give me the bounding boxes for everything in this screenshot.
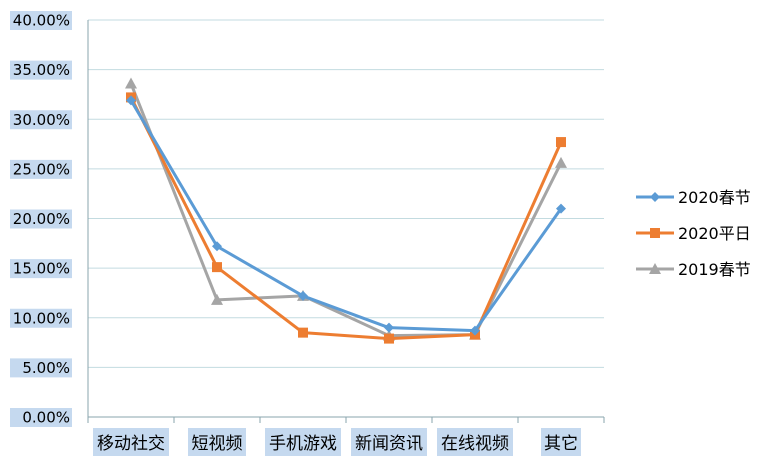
y-tick-label-bg <box>10 110 72 130</box>
y-tick-label-bg <box>10 308 72 328</box>
gridlines <box>88 19 604 368</box>
x-category-label: 移动社交 <box>97 434 165 454</box>
axes <box>87 20 605 423</box>
data-point <box>556 137 566 148</box>
data-point <box>126 95 136 106</box>
y-tick-label: 15.00% <box>13 260 70 278</box>
y-tick-label: 25.00% <box>13 160 70 178</box>
x-category-label: 手机游戏 <box>269 434 337 454</box>
series-1 <box>126 95 566 336</box>
x-category-label-bg <box>265 428 341 456</box>
data-point <box>212 262 222 273</box>
legend-marker <box>650 192 660 202</box>
y-tick-label-bg <box>10 11 72 30</box>
legend-label: 2020平日 <box>678 224 751 243</box>
y-tick-label-bg <box>10 259 72 279</box>
data-point <box>384 322 394 333</box>
data-point <box>555 156 567 168</box>
data-point <box>470 325 480 336</box>
x-category-label-bg <box>541 428 581 456</box>
data-point <box>298 290 308 301</box>
series-line <box>129 96 563 341</box>
x-category-label: 在线视频 <box>441 434 509 454</box>
data-point <box>211 293 223 305</box>
y-tick-label-bg <box>10 159 72 179</box>
y-tick-label: 5.00% <box>22 359 70 377</box>
legend: 2020春节 2020平日 2019春节 <box>636 188 751 279</box>
y-tick-label: 35.00% <box>13 61 70 79</box>
y-tick-label-bg <box>10 209 72 229</box>
x-category-label-bg <box>188 428 246 456</box>
series-lines <box>125 77 567 344</box>
x-axis-category-labels: 移动社交 短视频 手机游戏 新闻资讯 在线视频 其它 <box>93 428 581 456</box>
y-tick-label: 10.00% <box>13 309 70 327</box>
data-point <box>556 203 566 214</box>
y-tick-label: 30.00% <box>13 111 70 129</box>
series-line <box>129 99 563 333</box>
data-point <box>125 77 137 89</box>
y-tick-label: 40.00% <box>13 12 70 30</box>
legend-label: 2020春节 <box>678 188 751 207</box>
x-category-label-bg <box>351 428 427 456</box>
legend-entry: 2020春节 <box>636 188 751 207</box>
data-point <box>298 327 308 338</box>
x-category-label-bg <box>437 428 513 456</box>
y-tick-label: 20.00% <box>13 210 70 228</box>
y-axis-tick-labels: 0.00% 5.00% 10.00% 15.00% 20.00% 25.00% 30.00%… <box>10 11 72 427</box>
legend-label: 2019春节 <box>678 260 751 279</box>
legend-entry: 2019春节 <box>636 260 751 279</box>
x-category-label-bg <box>93 428 169 456</box>
y-tick-label-bg <box>10 60 72 80</box>
x-category-label: 短视频 <box>192 434 243 454</box>
y-tick-label: 0.00% <box>22 409 70 427</box>
legend-marker <box>650 228 660 238</box>
data-point <box>384 333 394 344</box>
x-category-label: 新闻资讯 <box>355 434 423 454</box>
y-tick-label-bg <box>10 408 72 427</box>
x-category-label: 其它 <box>544 434 578 454</box>
legend-marker <box>649 263 661 274</box>
y-tick-label-bg <box>10 358 72 378</box>
legend-entry: 2020平日 <box>636 224 751 243</box>
series-3 <box>125 77 567 341</box>
data-point <box>212 241 222 252</box>
